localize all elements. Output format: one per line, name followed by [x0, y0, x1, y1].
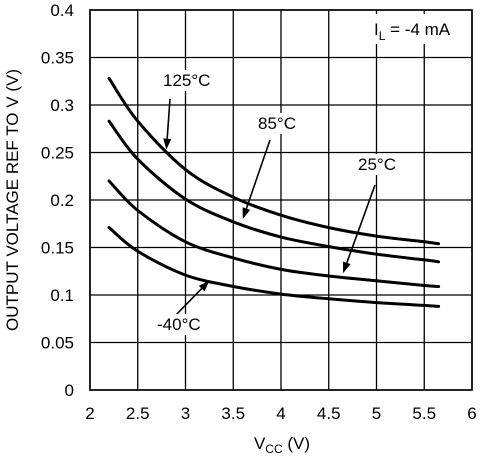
annotation-arrowhead	[163, 138, 172, 150]
annotation-arrowhead	[343, 261, 351, 274]
series-line-125c	[107, 76, 441, 246]
annotation-label-bg	[255, 113, 299, 134]
series-line-25c	[107, 179, 441, 288]
condition-label-bg	[368, 14, 466, 44]
annotation-label: 85°C	[258, 114, 296, 133]
y-tick-label: 0.2	[50, 191, 74, 210]
x-tick-label: 6	[467, 404, 476, 423]
condition-sub: L	[379, 29, 386, 43]
annotation-label-bg	[355, 154, 399, 175]
annotation-arrow-line	[245, 139, 271, 209]
condition-main: I	[374, 20, 379, 39]
x-tick-label: 2	[85, 404, 94, 423]
condition-label: IL = -4 mA	[374, 20, 451, 43]
x-tick-label: 5	[372, 404, 381, 423]
y-tick-label: 0.4	[50, 1, 74, 20]
annotation-label: 25°C	[358, 155, 396, 174]
x-tick-label: 4	[276, 404, 285, 423]
x-axis-title-sub: CC	[265, 442, 283, 456]
series-line-minus40c	[107, 226, 441, 308]
series-lines	[107, 76, 441, 308]
y-tick-label: 0.15	[41, 239, 74, 258]
annotation-label: 125°C	[163, 71, 210, 90]
x-axis-title-main: V	[254, 434, 266, 453]
x-tick-labels: 2 2.5 3 3.5 4 4.5 5 5.5 6	[85, 404, 476, 423]
condition-rest: = -4 mA	[385, 20, 450, 39]
series-line-85c	[107, 119, 441, 264]
y-axis-title-unit: (V)	[3, 69, 22, 96]
annotation-label-bg	[160, 70, 214, 91]
plot-frame	[89, 9, 473, 391]
x-tick-label: 4.5	[317, 404, 341, 423]
annotation-arrow-line	[166, 98, 171, 139]
y-tick-label: 0.05	[41, 334, 74, 353]
x-tick-label: 3	[181, 404, 190, 423]
y-axis-title: OUTPUT VOLTAGE REF TO V (V)	[3, 69, 22, 331]
annotation-label-bg	[154, 314, 204, 335]
annotation-arrow-line	[346, 184, 376, 264]
x-tick-label: 2.5	[126, 404, 150, 423]
y-axis-title-main: OUTPUT VOLTAGE REF TO V	[3, 96, 22, 331]
y-tick-label: 0	[65, 381, 74, 400]
y-tick-label: 0.35	[41, 49, 74, 68]
y-tick-label: 0.1	[50, 286, 74, 305]
annotation-arrow-line	[172, 288, 203, 319]
x-axis-title: VCC (V)	[254, 434, 310, 456]
annotation-arrowhead	[198, 280, 210, 292]
annotation-label: -40°C	[157, 315, 201, 334]
x-tick-label: 5.5	[412, 404, 436, 423]
annotation-arrowhead	[242, 207, 251, 219]
condition-label-group: IL = -4 mA	[368, 14, 466, 44]
y-tick-labels: 0 0.05 0.1 0.15 0.2 0.25 0.3 0.35 0.4	[41, 1, 74, 400]
annotations: 125°C 85°C 25°C -40°C	[154, 70, 399, 335]
grid	[89, 9, 473, 391]
x-axis-title-unit: (V)	[283, 434, 310, 453]
y-tick-label: 0.25	[41, 144, 74, 163]
y-tick-label: 0.3	[50, 96, 74, 115]
x-tick-label: 3.5	[221, 404, 245, 423]
